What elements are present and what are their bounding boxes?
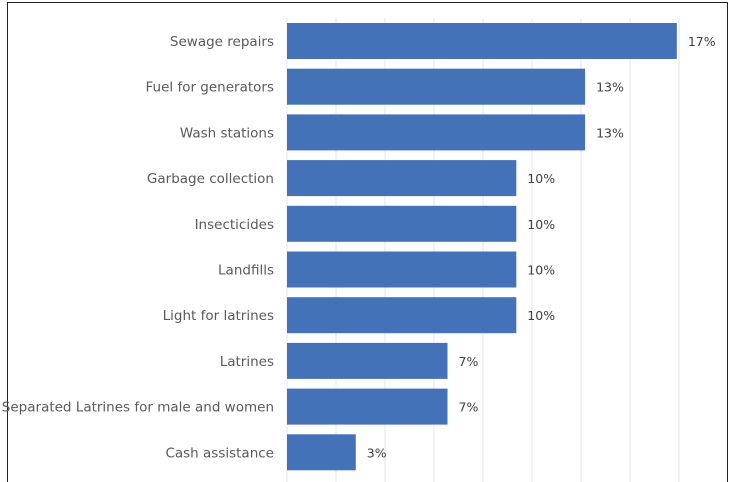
data-label: 10% <box>527 263 555 278</box>
data-label: 13% <box>596 80 624 95</box>
category-label: Light for latrines <box>163 308 274 324</box>
category-label: Cash assistance <box>165 445 274 461</box>
bar <box>287 297 517 334</box>
data-label: 10% <box>527 308 555 323</box>
category-label: Landfills <box>218 263 274 279</box>
category-label: Insecticides <box>195 217 274 233</box>
category-label: Garbage collection <box>147 171 274 187</box>
category-label: Latrines <box>220 354 274 370</box>
bar <box>287 114 586 151</box>
data-label: 10% <box>527 217 555 232</box>
bar <box>287 251 517 288</box>
bar <box>287 388 448 425</box>
bar <box>287 434 356 471</box>
labels: Sewage repairs 17% Fuel for generators 13% W… <box>2 34 716 461</box>
category-label: Fuel for generators <box>146 80 274 96</box>
data-label: 3% <box>367 445 387 460</box>
category-label: Sewage repairs <box>170 34 274 50</box>
data-label: 7% <box>459 400 479 415</box>
bar <box>287 23 677 59</box>
bars <box>287 23 677 471</box>
data-label: 17% <box>688 34 716 49</box>
data-label: 13% <box>596 125 624 140</box>
bar <box>287 68 586 105</box>
data-label: 10% <box>527 171 555 186</box>
bar <box>287 342 448 379</box>
category-label: Separated Latrines for male and women <box>2 400 274 416</box>
data-label: 7% <box>459 354 479 369</box>
bar <box>287 205 517 242</box>
bar <box>287 160 517 197</box>
category-label: Wash stations <box>180 125 274 141</box>
